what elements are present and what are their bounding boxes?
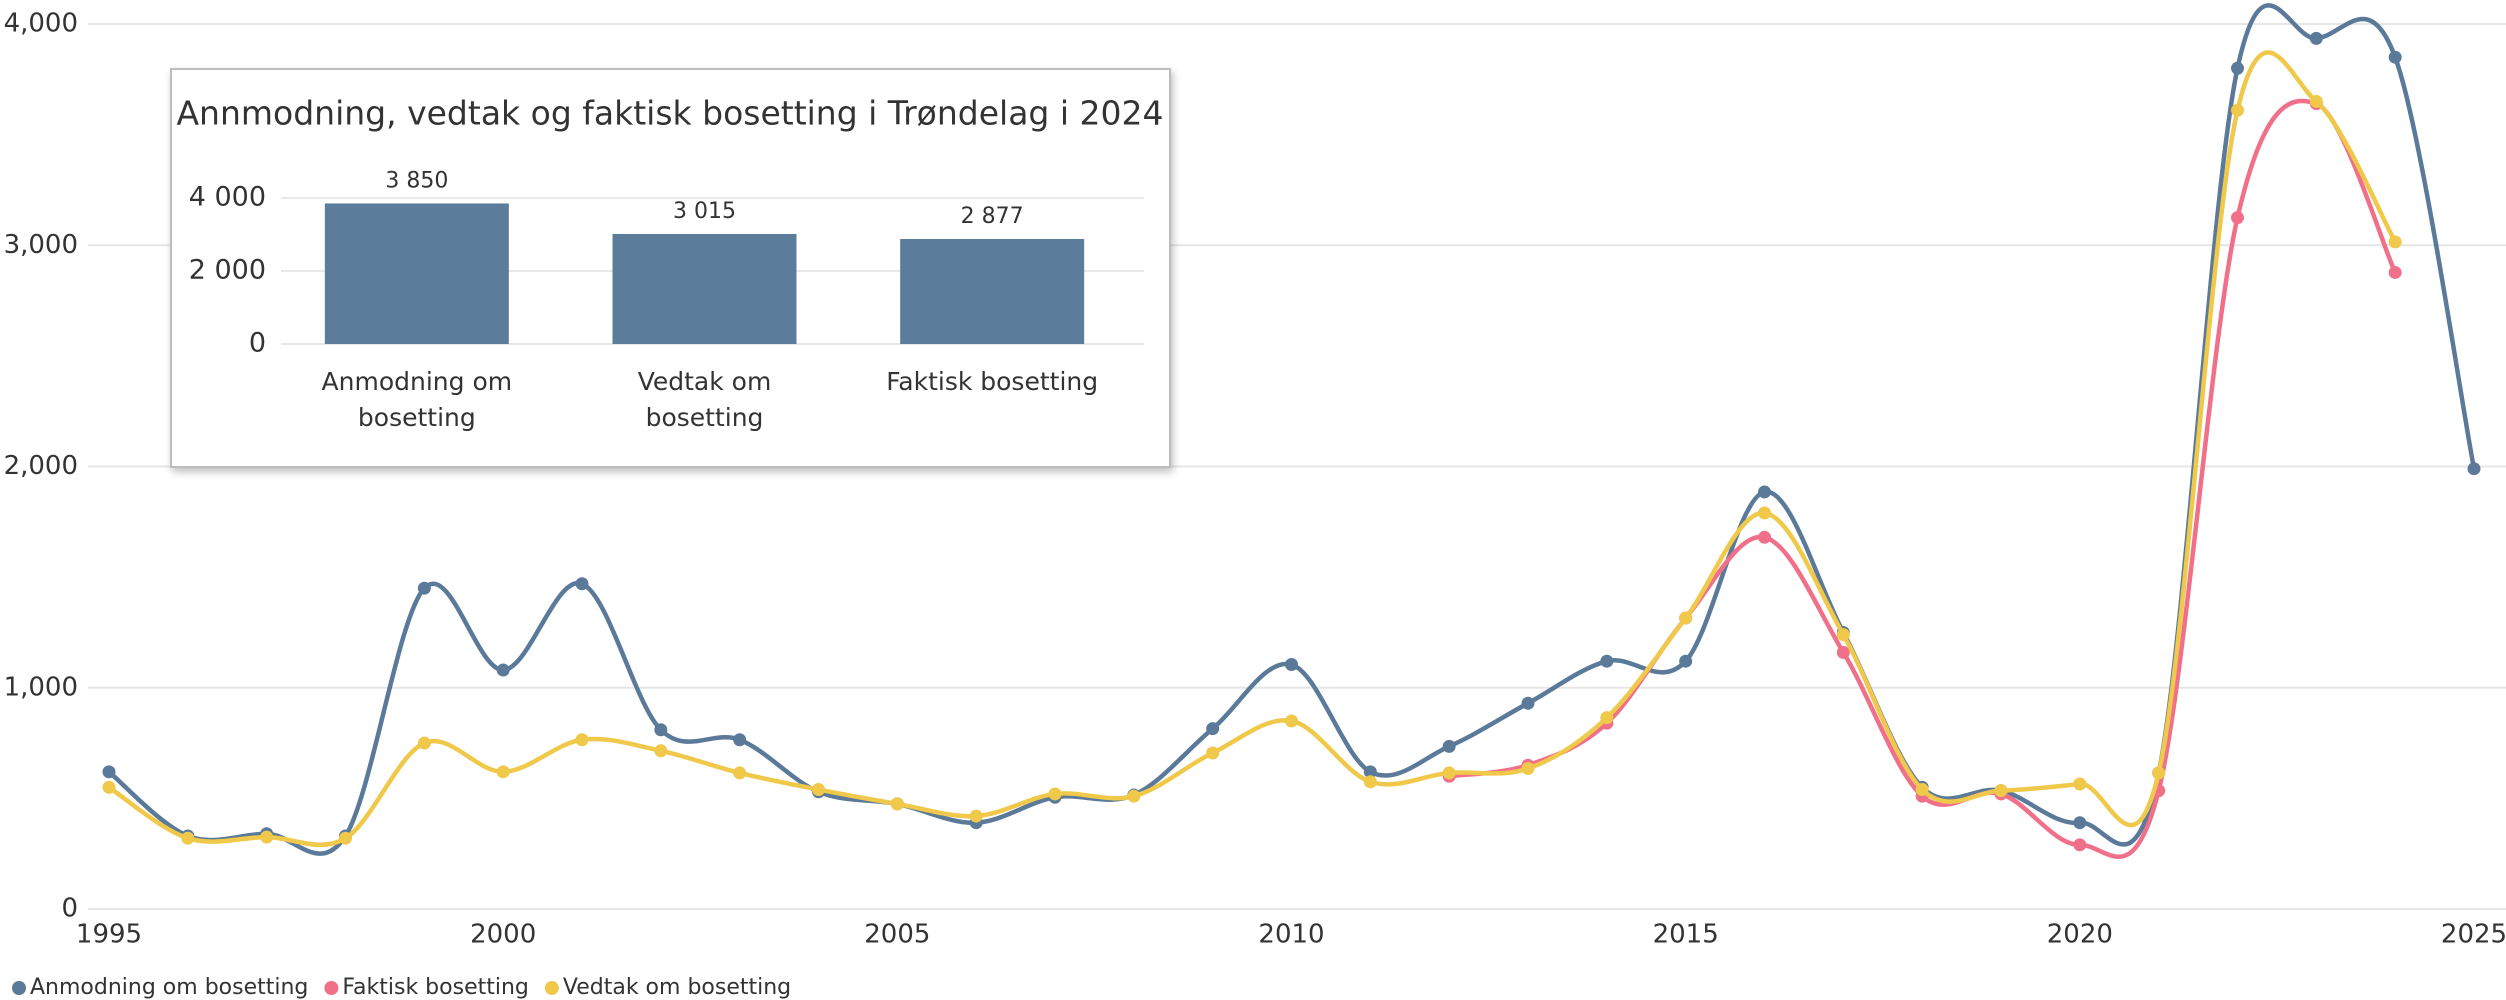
x-tick-label: Vedtak om bosetting (637, 367, 772, 432)
x-tick-label-box: Faktisk bosetting (886, 367, 1099, 396)
data-point (733, 766, 747, 780)
data-point (1521, 762, 1535, 776)
y-tick-label: 0 (61, 894, 78, 924)
data-point (1206, 746, 1220, 760)
data-point (1836, 628, 1850, 642)
data-point (417, 736, 431, 750)
x-tick-label: 2010 (1258, 920, 1324, 950)
data-point (339, 831, 352, 845)
data-point (1127, 789, 1141, 803)
data-point (2309, 94, 2323, 108)
data-point (654, 723, 668, 737)
data-point (181, 831, 195, 845)
x-tick-label: 2025 (2441, 920, 2506, 950)
data-point (575, 577, 589, 591)
data-point (1048, 787, 1062, 801)
data-point (496, 765, 510, 779)
data-point (260, 830, 274, 844)
legend-label: Vedtak om bosetting (563, 975, 791, 1000)
data-point (733, 733, 747, 747)
inset-title: Annmodning, vedtak og faktisk bosetting … (176, 94, 1163, 133)
data-point (1206, 722, 1220, 736)
data-point (2073, 816, 2087, 830)
series-line (1448, 98, 2398, 859)
data-point (496, 663, 510, 677)
data-point (2388, 265, 2402, 279)
data-point (1836, 645, 1850, 659)
data-point (2073, 777, 2087, 791)
data-point (2073, 838, 2087, 852)
data-point (654, 744, 668, 758)
data-point (1521, 696, 1535, 710)
x-tick-label: Anmodning om bosetting (321, 367, 513, 432)
series-line (107, 50, 2398, 848)
data-point (1915, 783, 1929, 797)
y-tick-label: 2 000 (189, 255, 266, 286)
data-point (102, 765, 116, 779)
data-point (102, 780, 116, 794)
data-point (1994, 784, 2008, 798)
x-tick-label-box: Anmodning om bosetting (321, 367, 513, 432)
data-point (1442, 766, 1456, 780)
data-point (1363, 765, 1377, 779)
data-point (2388, 235, 2402, 249)
y-tick-label: 0 (249, 328, 266, 359)
legend-label: Faktisk bosetting (342, 975, 528, 1000)
bar (900, 238, 1085, 344)
data-point (1679, 611, 1693, 625)
data-point (1758, 506, 1771, 520)
inset-chart: Annmodning, vedtak og faktisk bosetting … (170, 68, 1171, 468)
data-point (1285, 714, 1298, 728)
y-tick-label: 4,000 (4, 9, 78, 39)
legend-marker (324, 981, 339, 995)
data-point (1679, 654, 1693, 668)
data-point (575, 733, 589, 747)
bar-value-label: 3 015 (673, 199, 736, 224)
data-point (2309, 31, 2323, 45)
y-tick-label: 2,000 (4, 451, 78, 481)
data-point (1285, 658, 1298, 672)
x-tick-label: 2020 (2047, 920, 2113, 950)
x-tick-label: Faktisk bosetting (886, 367, 1099, 396)
bar (612, 233, 797, 344)
data-point (2152, 766, 2166, 780)
y-tick-label: 4 000 (189, 182, 266, 213)
data-point (2467, 462, 2481, 476)
legend-marker (12, 981, 26, 995)
y-tick-label: 3,000 (4, 230, 78, 260)
x-tick-label: 2015 (1653, 920, 1719, 950)
x-tick-label: 2005 (864, 920, 930, 950)
data-point (2388, 50, 2402, 64)
data-point (2231, 211, 2244, 225)
y-tick-label: 1,000 (4, 672, 78, 702)
data-point (1600, 654, 1614, 668)
data-point (2231, 61, 2244, 75)
bar-value-label: 2 877 (961, 204, 1024, 229)
data-point (1758, 485, 1771, 499)
data-point (890, 797, 904, 811)
bar (324, 203, 509, 344)
data-point (969, 809, 983, 823)
data-point (1442, 739, 1456, 753)
data-point (812, 783, 825, 797)
data-point (2231, 103, 2244, 117)
x-tick-label: 1995 (76, 920, 142, 950)
bar-value-label: 3 850 (385, 168, 448, 193)
data-point (1363, 775, 1377, 789)
data-point (417, 581, 431, 595)
legend-marker (544, 981, 559, 995)
x-tick-label-box: Vedtak om bosetting (637, 367, 772, 432)
legend-label: Anmodning om bosetting (30, 975, 308, 1000)
x-tick-label: 2000 (470, 920, 536, 950)
data-point (1758, 530, 1771, 544)
data-point (1600, 711, 1614, 725)
